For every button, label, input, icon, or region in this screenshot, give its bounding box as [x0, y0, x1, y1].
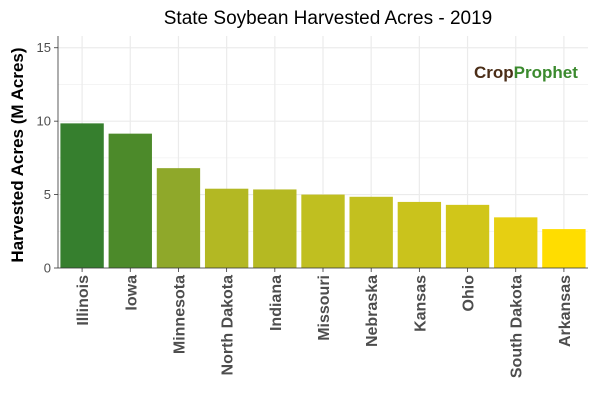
bar-south-dakota	[494, 217, 538, 268]
x-tick-label: North Dakota	[220, 275, 237, 376]
bar-kansas	[397, 201, 442, 268]
x-tick-label: Nebraska	[364, 275, 381, 347]
y-tick-label: 10	[37, 114, 51, 129]
x-tick-label: Ohio	[461, 275, 478, 312]
bar-minnesota	[156, 168, 201, 268]
x-axis-ticks: Illinois Iowa Minnesota North Dakota Indiana…	[75, 268, 574, 378]
y-tick-label: 15	[37, 40, 51, 55]
bar-indiana	[253, 189, 297, 268]
x-tick-label: Illinois	[75, 275, 92, 326]
x-tick-label: Missouri	[316, 275, 333, 341]
logo-prophet: Prophet	[514, 63, 579, 82]
bar-north-dakota	[204, 188, 249, 268]
x-tick-label: Indiana	[268, 275, 285, 331]
cropprophet-logo: CropProphet	[474, 63, 578, 82]
chart-title: State Soybean Harvested Acres - 2019	[164, 8, 492, 29]
bar-missouri	[301, 194, 345, 268]
x-tick-label: Minnesota	[171, 275, 188, 354]
y-tick-label: 0	[44, 261, 51, 276]
logo-crop: Crop	[474, 63, 514, 82]
bar-illinois	[60, 123, 104, 268]
bar-nebraska	[349, 196, 393, 268]
y-axis-label: Harvested Acres (M Acres)	[8, 47, 27, 262]
bars	[60, 123, 586, 268]
y-tick-label: 5	[44, 187, 51, 202]
x-tick-label: South Dakota	[509, 275, 526, 378]
x-tick-label: Arkansas	[557, 275, 574, 347]
x-tick-label: Iowa	[123, 275, 140, 311]
x-tick-label: Kansas	[412, 275, 429, 332]
bar-iowa	[108, 133, 152, 268]
bar-ohio	[445, 204, 490, 268]
bar-arkansas	[542, 229, 586, 268]
